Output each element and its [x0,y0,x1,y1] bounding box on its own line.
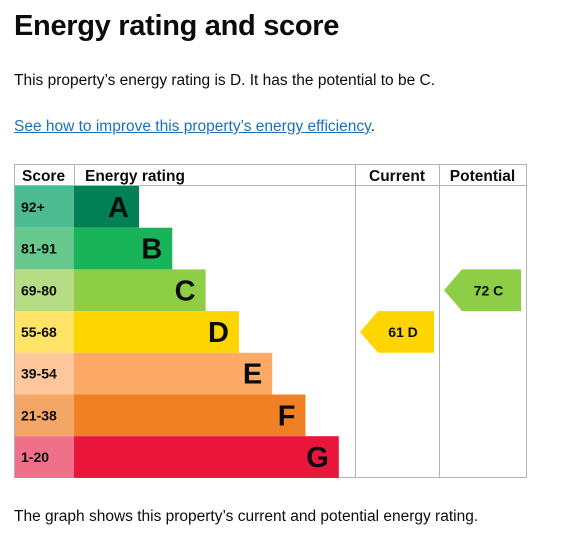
current-rating-label: 61 D [388,324,418,340]
header-energy-rating: Energy rating [85,168,185,185]
score-label-b: 81-91 [21,241,57,257]
score-cell-b [15,227,74,270]
potential-rating-arrow [444,269,521,312]
band-bar-e [74,352,273,395]
chart-caption: The graph shows this property’s current … [14,508,479,525]
band-letter-f: F [278,400,296,432]
improve-link-line: See how to improve this property’s energ… [14,118,375,136]
potential-rating-label: 72 C [474,282,504,298]
score-label-g: 1-20 [21,449,49,465]
header-score: Score [22,168,65,185]
band-bar-f [74,394,306,437]
link-suffix: . [370,118,375,135]
current-rating-arrow [360,311,434,353]
band-letter-g: G [306,442,329,474]
header-potential: Potential [450,168,515,185]
band-bar-d [74,311,239,353]
band-bar-b [74,227,173,270]
score-label-f: 21-38 [21,407,57,423]
score-label-a: 92+ [21,199,45,215]
header-current: Current [369,168,425,185]
score-cell-c [15,269,74,312]
score-cell-g [15,436,74,478]
score-cell-f [15,394,74,437]
band-letter-b: B [141,234,162,266]
band-letter-c: C [175,275,196,307]
page-title: Energy rating and score [14,10,340,42]
score-label-e: 39-54 [21,366,57,382]
score-label-d: 55-68 [21,324,57,340]
band-letter-d: D [208,317,229,349]
band-bar-g [74,436,339,478]
improve-efficiency-link[interactable]: See how to improve this property’s energ… [14,118,371,135]
score-label-c: 69-80 [21,282,57,298]
band-letter-e: E [243,359,262,391]
rating-summary: This property’s energy rating is D. It h… [14,72,436,89]
band-bar-c [74,269,206,312]
score-cell-a [15,186,74,228]
score-cell-e [15,352,74,395]
band-letter-a: A [108,192,129,224]
score-cell-d [15,311,74,353]
band-bar-a [74,186,139,228]
